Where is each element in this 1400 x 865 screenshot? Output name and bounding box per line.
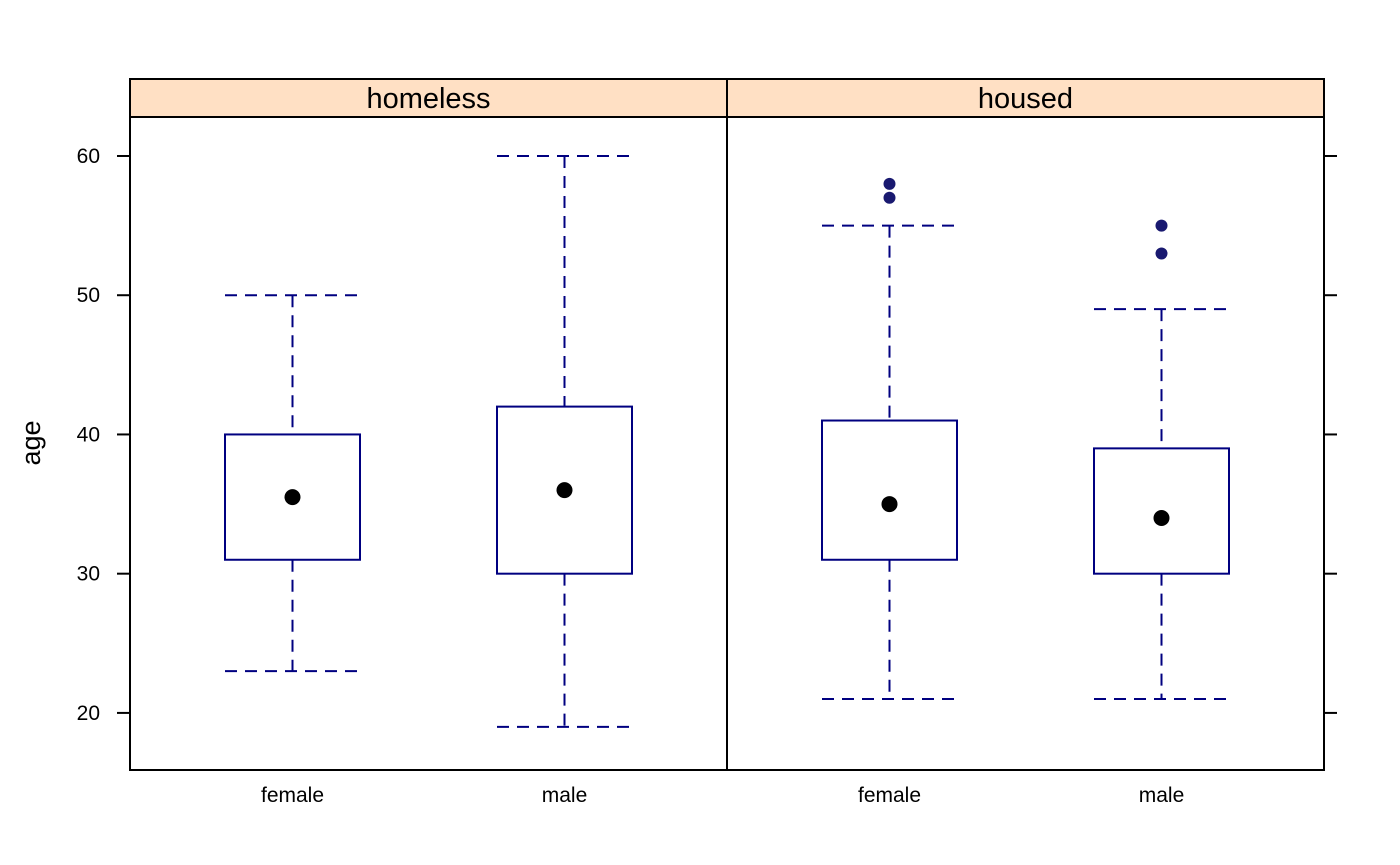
outlier-housed-female-0 xyxy=(883,191,896,204)
median-dot-housed-male xyxy=(1153,509,1170,526)
box-housed-male xyxy=(1093,447,1230,575)
x-tick-label-housed-male: male xyxy=(1139,784,1185,807)
strip-housed xyxy=(726,78,1325,118)
median-dot-homeless-female xyxy=(284,489,301,506)
box-homeless-male xyxy=(496,405,633,575)
median-dot-housed-female xyxy=(881,496,898,513)
panel-frame-homeless xyxy=(129,116,728,771)
strip-homeless xyxy=(129,78,728,118)
outlier-housed-female-1 xyxy=(883,177,896,190)
outlier-housed-male-0 xyxy=(1155,247,1168,260)
box-homeless-female xyxy=(224,433,361,561)
box-housed-female xyxy=(821,419,958,561)
y-tick-label-30: 30 xyxy=(77,563,100,586)
strip-label-housed: housed xyxy=(978,83,1073,115)
x-tick-label-homeless-male: male xyxy=(542,784,588,807)
strip-label-homeless: homeless xyxy=(366,83,490,115)
x-tick-label-homeless-female: female xyxy=(261,784,324,807)
y-tick-label-40: 40 xyxy=(77,423,100,446)
x-tick-label-housed-female: female xyxy=(858,784,921,807)
y-tick-label-50: 50 xyxy=(77,284,100,307)
panel-frame-housed xyxy=(726,116,1325,771)
y-tick-label-20: 20 xyxy=(77,702,100,725)
y-tick-label-60: 60 xyxy=(77,145,100,168)
y-axis-title: age xyxy=(16,420,46,465)
outlier-housed-male-1 xyxy=(1155,219,1168,232)
median-dot-homeless-male xyxy=(556,482,573,499)
